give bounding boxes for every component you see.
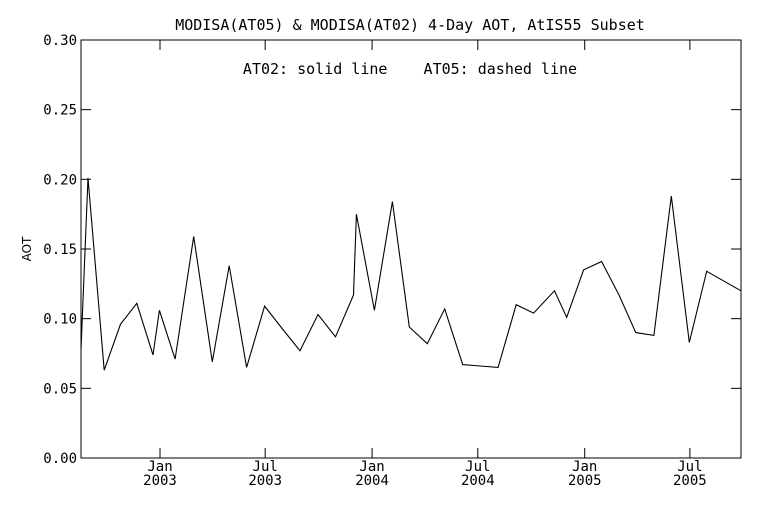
x-tick-label-year: 2004: [461, 473, 495, 489]
chart-title: MODISA(AT05) & MODISA(AT02) 4-Day AOT, A…: [175, 16, 645, 34]
data-point: [120, 324, 121, 325]
data-point: [635, 332, 636, 333]
x-tick-label-year: 2004: [355, 473, 389, 489]
x-tick-label-year: 2005: [568, 473, 602, 489]
data-point: [193, 236, 194, 237]
data-point: [618, 294, 619, 295]
data-point: [583, 269, 584, 270]
data-point: [212, 361, 213, 362]
data-point: [299, 350, 300, 351]
data-point: [671, 195, 672, 196]
data-point: [706, 271, 707, 272]
line-style-note: AT02: solid line AT05: dashed line: [243, 60, 577, 78]
data-point: [374, 310, 375, 311]
x-tick-label-year: 2003: [248, 473, 282, 489]
data-point: [80, 349, 81, 350]
y-tick-label: 0.10: [43, 312, 77, 328]
data-point: [601, 261, 602, 262]
data-point: [427, 343, 428, 344]
y-tick-label: 0.15: [43, 242, 77, 258]
x-tick-label-month: Jan: [147, 459, 172, 475]
data-point: [462, 364, 463, 365]
y-tick-label: 0.25: [43, 103, 77, 119]
data-point: [653, 335, 654, 336]
data-point: [317, 314, 318, 315]
data-point: [175, 358, 176, 359]
data-point: [335, 336, 336, 337]
data-point: [516, 304, 517, 305]
data-point: [392, 201, 393, 202]
data-point: [498, 367, 499, 368]
data-point: [480, 365, 481, 366]
x-tick-label-month: Jul: [677, 459, 702, 475]
data-point: [689, 342, 690, 343]
data-point: [87, 177, 88, 178]
plot-frame: [80, 39, 742, 459]
x-tick-label-year: 2003: [143, 473, 177, 489]
y-tick-label: 0.05: [43, 381, 77, 397]
data-point: [444, 308, 445, 309]
y-tick-label: 0.00: [43, 451, 77, 467]
y-tick-label: 0.20: [43, 172, 77, 188]
data-point: [353, 294, 354, 295]
data-point: [566, 317, 567, 318]
data-point: [409, 326, 410, 327]
y-tick-label: 0.30: [43, 33, 77, 49]
series-line: [80, 177, 742, 371]
data-point: [159, 310, 160, 311]
data-point: [533, 312, 534, 313]
data-point: [136, 303, 137, 304]
x-tick-label-month: Jan: [359, 459, 384, 475]
series-group: [80, 177, 742, 371]
data-point: [281, 328, 282, 329]
data-point: [740, 290, 741, 291]
axes: 0.000.050.100.150.200.250.30Jan2003Jul20…: [43, 33, 741, 489]
data-point: [152, 354, 153, 355]
x-tick-label-year: 2005: [673, 473, 707, 489]
data-point: [554, 290, 555, 291]
x-tick-label-month: Jul: [253, 459, 278, 475]
data-point: [246, 367, 247, 368]
y-axis-label: AOT: [20, 236, 34, 261]
data-point: [229, 265, 230, 266]
data-point: [104, 370, 105, 371]
data-point: [264, 306, 265, 307]
data-point: [356, 214, 357, 215]
x-tick-label-month: Jan: [572, 459, 597, 475]
x-tick-label-month: Jul: [465, 459, 490, 475]
